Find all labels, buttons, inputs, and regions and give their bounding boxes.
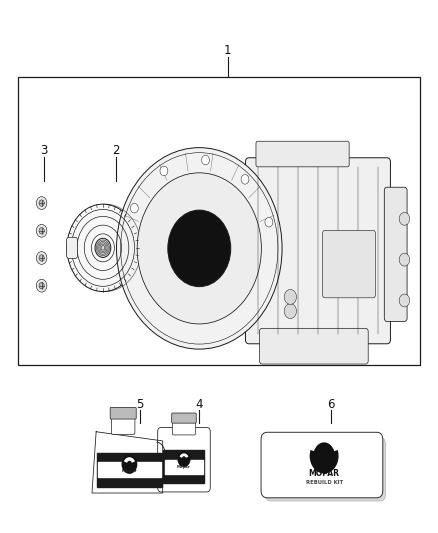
Circle shape [201, 155, 209, 165]
Circle shape [39, 228, 44, 234]
Circle shape [39, 255, 44, 261]
FancyBboxPatch shape [256, 141, 349, 167]
Polygon shape [92, 432, 162, 493]
Circle shape [241, 174, 249, 184]
FancyBboxPatch shape [265, 438, 385, 501]
Circle shape [36, 224, 47, 237]
Polygon shape [163, 450, 205, 483]
Text: Mopar: Mopar [177, 465, 191, 469]
Circle shape [284, 289, 297, 304]
Ellipse shape [67, 204, 139, 292]
Circle shape [160, 166, 168, 176]
Circle shape [399, 213, 410, 225]
FancyBboxPatch shape [245, 158, 390, 344]
FancyBboxPatch shape [384, 187, 407, 321]
FancyBboxPatch shape [67, 237, 78, 259]
Text: 2: 2 [112, 144, 120, 157]
FancyBboxPatch shape [261, 432, 383, 498]
Circle shape [131, 203, 138, 213]
Circle shape [399, 294, 410, 307]
Circle shape [121, 455, 137, 474]
FancyBboxPatch shape [111, 416, 135, 434]
Text: REBUILD KIT: REBUILD KIT [306, 480, 343, 485]
Circle shape [168, 210, 231, 287]
Text: 4: 4 [195, 398, 203, 410]
Circle shape [36, 252, 47, 264]
FancyBboxPatch shape [110, 407, 136, 419]
Circle shape [39, 200, 44, 206]
Text: MOPAR: MOPAR [309, 469, 339, 478]
Text: 6: 6 [327, 398, 335, 410]
FancyBboxPatch shape [323, 230, 375, 298]
Circle shape [399, 253, 410, 266]
Circle shape [284, 304, 297, 319]
Text: Mopar: Mopar [122, 469, 137, 473]
Circle shape [39, 282, 44, 289]
Circle shape [177, 451, 191, 467]
Ellipse shape [95, 238, 111, 257]
Polygon shape [165, 459, 203, 474]
Text: 1: 1 [224, 44, 232, 57]
FancyBboxPatch shape [172, 413, 196, 423]
Polygon shape [97, 453, 162, 487]
Circle shape [265, 217, 273, 227]
FancyBboxPatch shape [173, 419, 195, 435]
Ellipse shape [117, 148, 282, 349]
Circle shape [310, 438, 339, 473]
Text: 5: 5 [137, 398, 144, 410]
Ellipse shape [137, 173, 261, 324]
Polygon shape [98, 462, 161, 478]
Circle shape [36, 279, 47, 292]
Bar [18, 77, 420, 365]
FancyBboxPatch shape [259, 328, 368, 364]
FancyBboxPatch shape [158, 427, 210, 492]
Text: 3: 3 [40, 144, 47, 157]
Circle shape [36, 197, 47, 209]
